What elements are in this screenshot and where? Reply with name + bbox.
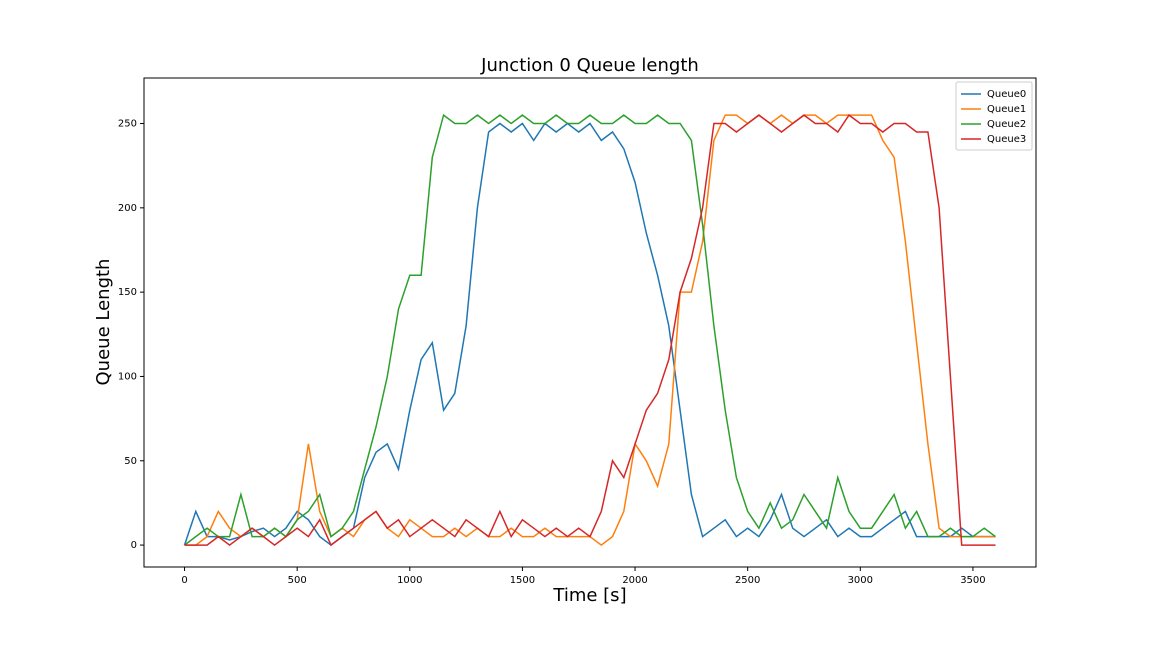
legend-label: Queue2 (987, 119, 1026, 130)
x-tick-label: 3000 (848, 575, 873, 586)
y-tick-label: 0 (131, 540, 137, 551)
legend-label: Queue3 (987, 134, 1026, 145)
y-tick-label: 200 (118, 203, 137, 214)
x-tick-label: 2500 (735, 575, 760, 586)
x-axis-label: Time [s] (552, 585, 626, 606)
plot-frame (143, 77, 1037, 568)
x-tick-label: 1500 (510, 575, 535, 586)
legend-box (955, 81, 1033, 151)
x-tick-label: 3500 (960, 575, 985, 586)
legend-label: Queue0 (987, 89, 1026, 100)
x-tick-label: 0 (181, 575, 187, 586)
y-tick-label: 100 (118, 371, 137, 382)
x-tick-label: 2000 (622, 575, 647, 586)
data-line (184, 114, 996, 547)
chart-title: Junction 0 Queue length (480, 55, 699, 76)
data-line (184, 114, 996, 547)
x-tick-label: 1000 (397, 575, 422, 586)
x-tick-label: 500 (288, 575, 307, 586)
legend-label: Queue1 (987, 104, 1026, 115)
data-line (183, 122, 996, 547)
y-tick-label: 250 (118, 119, 137, 130)
data-line (184, 113, 996, 546)
y-tick-label: 150 (118, 287, 137, 298)
y-tick-label: 50 (124, 456, 137, 467)
y-axis-label: Queue Length (93, 259, 114, 386)
